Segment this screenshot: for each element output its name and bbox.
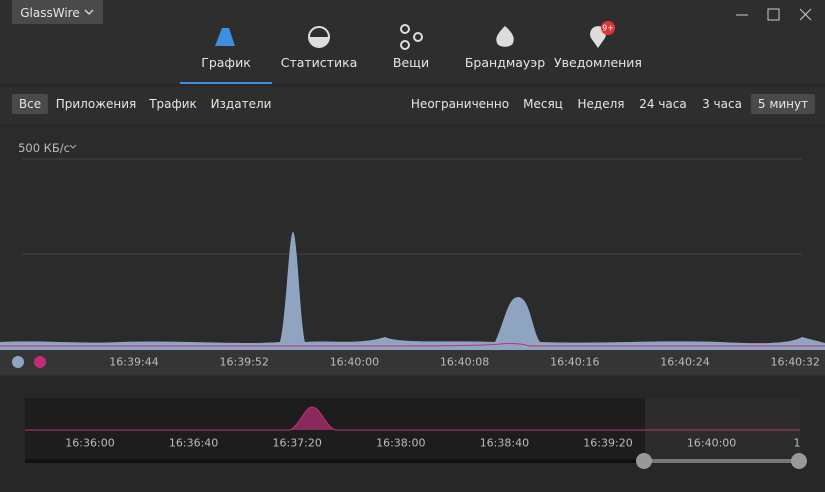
range-handle[interactable] — [636, 453, 652, 469]
timeline-label: 16:39:20 — [583, 436, 633, 450]
time-label: 16:40:08 — [439, 355, 490, 369]
filter-range[interactable]: Неделя — [577, 97, 625, 111]
app-title[interactable]: GlassWire — [20, 6, 80, 20]
scale-label[interactable]: 500 КБ/с — [18, 141, 70, 155]
filter-type[interactable]: Издатели — [210, 97, 272, 111]
tab[interactable]: Уведомления — [554, 55, 642, 70]
filter-range[interactable]: Неограниченно — [410, 97, 510, 111]
tab[interactable]: Вещи — [392, 55, 430, 70]
time-label: 16:40:00 — [329, 355, 380, 369]
range-handle[interactable] — [791, 453, 807, 469]
tab[interactable]: Брандмауэр — [464, 55, 546, 70]
time-label: 16:39:52 — [219, 355, 269, 369]
timeline-label: 16:40:00 — [686, 436, 737, 450]
tab[interactable]: Статистика — [280, 55, 358, 70]
filter-type[interactable]: Все — [11, 94, 49, 114]
timeline-label: 16:38:40 — [479, 436, 530, 450]
timeline-label: 1 — [793, 436, 801, 450]
filter-type[interactable]: Трафик — [149, 97, 197, 111]
time-label: 16:40:24 — [660, 355, 710, 369]
filter-range[interactable]: 3 часа — [702, 97, 742, 111]
filter-range[interactable]: 24 часа — [639, 97, 687, 111]
timeline-label: 16:36:40 — [168, 436, 219, 450]
tab[interactable]: График — [201, 55, 251, 70]
filter-type[interactable]: Приложения — [55, 97, 137, 111]
time-label: 16:39:44 — [109, 355, 159, 369]
time-label: 16:40:16 — [550, 355, 600, 369]
filter-range[interactable]: Месяц — [523, 97, 563, 111]
filter-range[interactable]: 5 минут — [750, 94, 816, 114]
timeline-label: 16:37:20 — [272, 436, 322, 450]
timeline-label: 16:36:00 — [65, 436, 115, 450]
notification-badge — [601, 21, 615, 35]
time-label: 16:40:32 — [770, 355, 820, 369]
timeline-label: 16:38:00 — [376, 436, 426, 450]
notification-badge-text: 9+ — [602, 23, 614, 33]
